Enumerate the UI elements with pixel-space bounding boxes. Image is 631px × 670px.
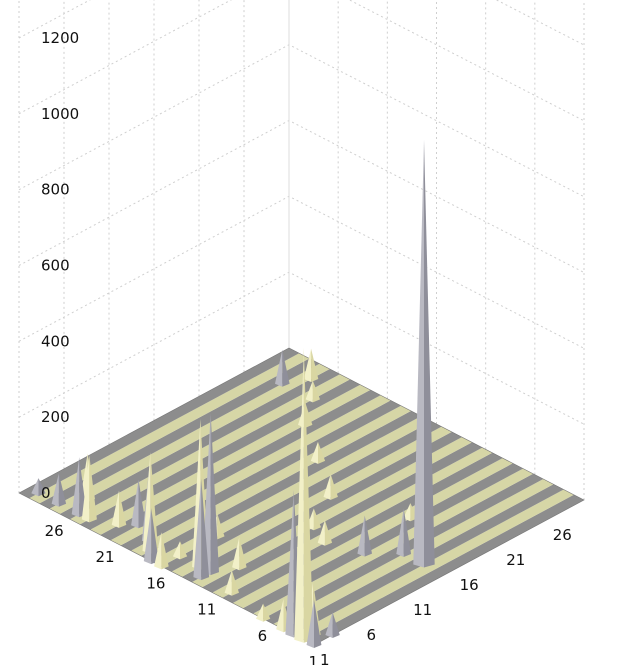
z-tick-label: 1200 [41, 29, 79, 47]
floor-strip [202, 442, 483, 593]
back-wall-right [289, 0, 584, 500]
peak-left-face [51, 473, 59, 507]
y-tick-label: 6 [367, 626, 377, 644]
peak-right-face [263, 603, 271, 622]
floor-strip [120, 400, 401, 551]
peak-right-face [58, 473, 67, 507]
floor-strip [100, 389, 381, 541]
peak-left-face [193, 478, 202, 581]
peak-right-face [332, 612, 340, 638]
peak-left-face [276, 598, 284, 633]
peak-right-face [38, 478, 46, 497]
peak-right-face [364, 515, 372, 557]
floor-outline [18, 347, 585, 646]
peak-left-face [256, 603, 264, 622]
peak-left-face [111, 490, 119, 528]
z-tick-label: 0 [41, 484, 51, 502]
floor-strip [303, 494, 584, 645]
peak-right-face [138, 479, 146, 529]
peak-left-face [285, 490, 294, 638]
peak-left-face [71, 457, 80, 518]
back-wall-left [19, 0, 289, 493]
peak-right-face [312, 380, 320, 403]
floor-strip [273, 479, 554, 630]
peak-right-face [305, 402, 313, 428]
y-tick-label: 21 [506, 551, 525, 569]
peak-left-face [325, 612, 333, 638]
peak-right-face [303, 347, 314, 643]
peak-left-face [413, 139, 424, 568]
peak-right-face [161, 532, 169, 570]
peak-left-face [224, 570, 232, 596]
peak-right-face [239, 537, 247, 571]
z-tick-label: 400 [41, 332, 70, 350]
z-tick-label: 600 [41, 257, 70, 275]
peak-right-face [217, 513, 225, 540]
floor-strip [110, 395, 391, 546]
y-tick-label: 1 [320, 651, 330, 665]
x-tick-label: 16 [146, 574, 165, 592]
peak-left-face [31, 478, 39, 497]
x-tick-label: 11 [197, 601, 216, 619]
x-tick-label: 26 [45, 522, 64, 540]
peak-left-face [396, 508, 404, 557]
peak-right-face [313, 508, 321, 531]
peak-left-face [294, 347, 304, 643]
y-tick-label: 26 [553, 526, 572, 544]
z-tick-label: 1000 [41, 105, 79, 123]
peak-left-face [81, 455, 90, 523]
peak-left-face [317, 520, 325, 546]
z-tick-label: 800 [41, 181, 70, 199]
peak-left-face [232, 537, 240, 571]
peak-right-face [201, 478, 210, 581]
peak-right-face [151, 508, 159, 565]
peak-right-face [424, 139, 435, 568]
peak-right-face [231, 570, 239, 596]
y-tick-label: 11 [413, 601, 432, 619]
floor-strip [49, 363, 330, 514]
floor-strip [253, 468, 534, 619]
peak-right-face [282, 349, 290, 387]
floor-strip [29, 353, 310, 504]
x-tick-label: 1 [308, 653, 318, 665]
peak-left-face [131, 479, 139, 529]
peak-left-face [305, 380, 313, 403]
peak-right-face [180, 541, 188, 560]
x-tick-label: 6 [258, 627, 268, 645]
z-tick-label: 200 [41, 408, 70, 426]
peak-right-face [210, 412, 219, 576]
floor-strip [39, 358, 320, 509]
peak-left-face [357, 515, 365, 557]
peak-right-face [89, 455, 97, 523]
peak-left-face [275, 349, 283, 387]
floor-strip [171, 426, 452, 577]
peak-left-face [303, 348, 312, 382]
peak-left-face [323, 474, 331, 500]
x-tick-label: 21 [95, 548, 114, 566]
peak-left-face [310, 441, 318, 464]
peak-right-face [330, 474, 338, 500]
peak-right-face [403, 508, 412, 557]
peak-left-face [306, 599, 314, 648]
floor-strip [191, 437, 473, 588]
peak-right-face [311, 348, 319, 382]
y-tick-label: 16 [460, 576, 479, 594]
peak-right-face [324, 520, 333, 546]
peak-left-face [172, 541, 180, 560]
peak-right-face [314, 599, 322, 648]
peak-left-face [154, 532, 162, 570]
peak-right-face [318, 441, 326, 464]
floor-strip [242, 463, 524, 614]
peak-left-face [143, 508, 152, 565]
floor-strip [181, 431, 462, 583]
peak-right-face [119, 490, 127, 528]
